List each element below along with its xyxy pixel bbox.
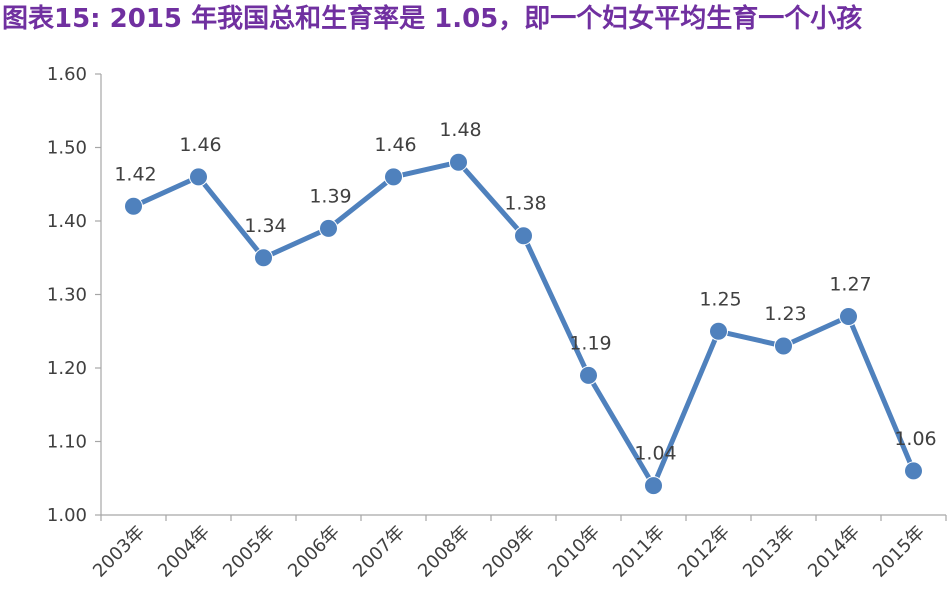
x-tick-label: 2014年 [804,522,864,582]
data-point [709,321,728,341]
y-tick-label: 1.60 [47,64,87,85]
data-labels: 1.42 1.46 1.34 1.39 1.46 1.48 1.38 1.19 1.04 1.25… [114,119,936,464]
data-point [839,307,858,327]
x-tick-label: 2007年 [349,522,409,582]
data-point [579,365,598,385]
y-axis-ticks: 1.00 1.10 1.20 1.30 1.40 1.50 1.60 [47,64,101,526]
data-label: 1.46 [374,134,416,156]
data-label: 1.19 [569,332,611,354]
x-tick-label: 2015年 [869,522,929,582]
data-point [189,167,208,187]
data-label: 1.39 [309,185,351,207]
chart-axes [100,74,946,516]
x-tick-label: 2011年 [609,522,669,582]
data-point [904,461,923,481]
y-tick-label: 1.50 [47,138,87,159]
x-tick-label: 2012年 [674,522,734,582]
data-label: 1.23 [764,303,806,325]
data-point [124,196,143,216]
data-point [514,226,533,246]
chart-title: 图表15: 2015 年我国总和生育率是 1.05，即一个妇女平均生育一个小孩 [2,2,862,36]
data-point [319,218,338,238]
x-tick-label: 2008年 [414,522,474,582]
y-tick-label: 1.20 [47,358,87,379]
y-tick-label: 1.10 [47,432,87,453]
x-tick-label: 2006年 [284,522,344,582]
x-axis-ticks: 2003年 2004年 2005年 2006年 2007年 2008年 2009年 2010年… [89,515,947,582]
data-label: 1.27 [829,274,871,296]
x-tick-label: 2004年 [154,522,214,582]
data-point [449,152,468,172]
y-tick-label: 1.30 [47,285,87,306]
data-label: 1.25 [699,288,741,310]
y-tick-label: 1.40 [47,211,87,232]
y-tick-label: 1.00 [47,505,87,526]
figure-title: 2015 年我国总和生育率是 1.05，即一个妇女平均生育一个小孩 [109,4,863,34]
data-label: 1.04 [634,443,676,465]
data-label: 1.42 [114,163,156,185]
data-label: 1.34 [244,215,286,237]
data-point [254,248,273,268]
data-point [644,476,663,496]
data-point [384,167,403,187]
x-tick-label: 2003年 [89,522,149,582]
data-point [774,336,793,356]
data-label: 1.06 [894,428,936,450]
data-label: 1.48 [439,119,481,141]
x-tick-label: 2005年 [219,522,279,582]
x-tick-label: 2009年 [479,522,539,582]
x-tick-label: 2013年 [739,522,799,582]
x-tick-label: 2010年 [544,522,604,582]
data-label: 1.46 [179,134,221,156]
data-label: 1.38 [504,193,546,215]
figure-label: 图表15: [2,4,101,34]
series-fertility-rate [124,152,923,496]
